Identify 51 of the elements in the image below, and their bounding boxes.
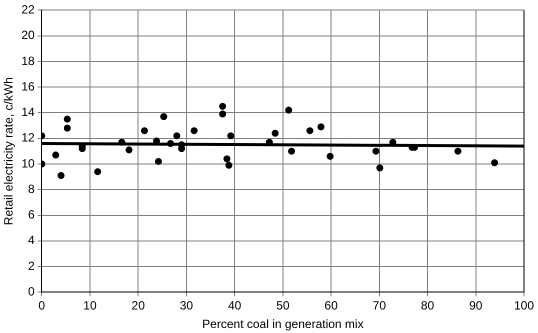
y-tick-label: 0 [28, 284, 36, 299]
y-tick-label: 6 [28, 208, 36, 222]
point [227, 132, 234, 140]
x-tick-label: 20 [132, 298, 146, 313]
x-tick-label: 50 [276, 298, 290, 313]
point [64, 116, 71, 123]
x-axis-title: Percent coal in generation mix [202, 317, 364, 332]
point [225, 162, 232, 169]
y-tick-label: 4 [28, 233, 36, 248]
y-tick-label: 18 [21, 54, 36, 68]
point [219, 110, 226, 118]
point [285, 106, 292, 114]
y-axis-title: Retail electricity rate, c/kWh [2, 77, 16, 226]
point [376, 164, 384, 172]
y-tick-label: 14 [21, 105, 36, 120]
point [160, 113, 168, 120]
point [326, 152, 334, 160]
x-tick-label: 60 [324, 298, 338, 313]
point [223, 155, 230, 162]
x-tick-label: 100 [514, 298, 534, 313]
y-tick-label: 16 [21, 79, 36, 94]
x-tick-label: 30 [180, 298, 194, 313]
point [219, 102, 226, 110]
y-tick-label: 2 [28, 258, 36, 273]
point [58, 172, 65, 180]
point [491, 159, 498, 166]
point [317, 123, 324, 130]
point [272, 130, 279, 137]
y-tick-label: 20 [21, 28, 36, 42]
y-tick-label: 12 [21, 130, 36, 145]
point [154, 158, 162, 165]
x-tick-label: 90 [469, 298, 483, 313]
point [140, 127, 148, 134]
point [64, 124, 71, 132]
point [94, 168, 102, 176]
point [173, 132, 180, 140]
x-tick-label: 0 [38, 298, 46, 313]
point [454, 148, 462, 155]
point [372, 148, 380, 155]
point [126, 146, 133, 154]
y-tick-label: 8 [28, 182, 36, 196]
point [306, 127, 314, 134]
y-tick-label: 22 [21, 2, 36, 17]
point [52, 152, 60, 159]
x-tick-label: 70 [372, 298, 386, 313]
x-tick-label: 80 [420, 298, 435, 313]
point [190, 127, 198, 134]
x-tick-label: 10 [83, 298, 97, 313]
x-tick-label: 40 [228, 298, 242, 313]
y-tick-label: 10 [21, 156, 36, 170]
point [288, 148, 296, 155]
